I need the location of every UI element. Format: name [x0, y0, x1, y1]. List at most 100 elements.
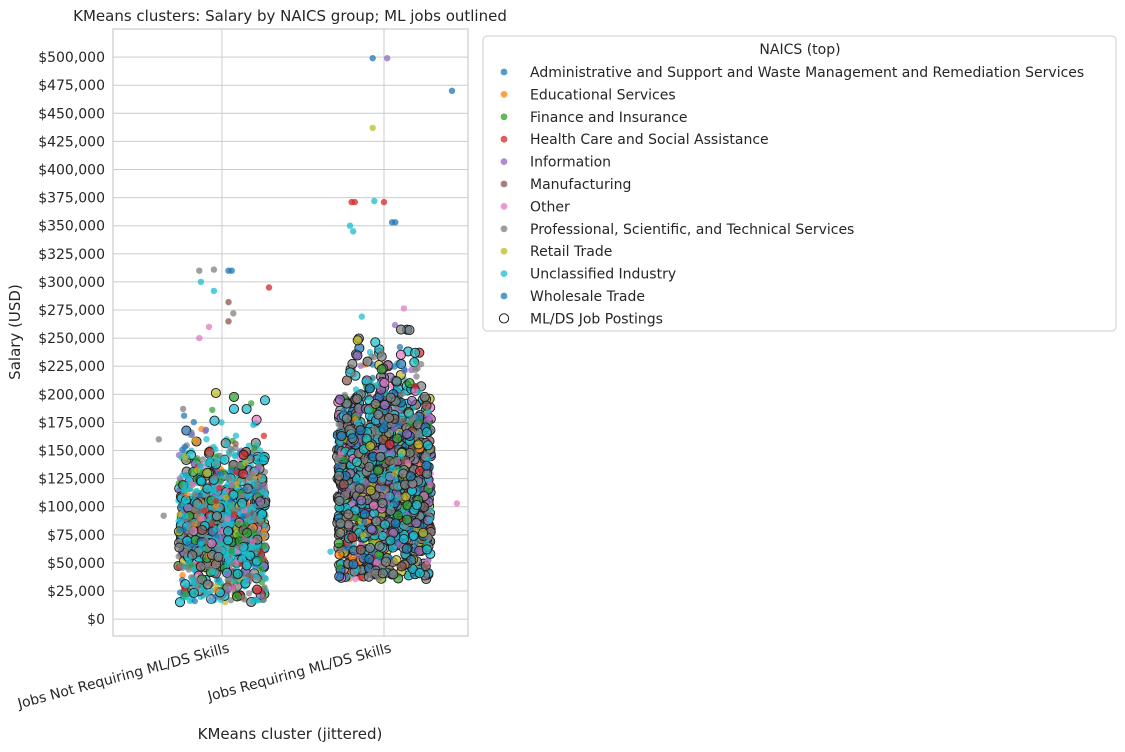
job-point: [241, 535, 248, 542]
job-point: [249, 538, 256, 545]
ml-job-point: [405, 471, 416, 482]
ml-job-point: [421, 544, 432, 555]
job-point: [177, 562, 185, 569]
ml-job-point: [419, 391, 430, 402]
legend-label: Retail Trade: [530, 244, 612, 260]
ml-job-point: [202, 467, 213, 478]
outlier-point: [257, 565, 265, 572]
ml-job-point: [334, 394, 345, 405]
job-point: [185, 566, 192, 573]
job-point: [240, 513, 247, 520]
job-point: [182, 512, 189, 519]
legend-frame: [482, 35, 1117, 332]
ml-job-point: [421, 460, 432, 471]
job-point: [216, 545, 223, 553]
legend-label: Information: [530, 155, 611, 171]
legend-label: Wholesale Trade: [530, 289, 645, 305]
ml-job-point: [413, 439, 424, 450]
ml-job-point: [380, 556, 392, 567]
ml-job-point: [187, 550, 198, 561]
job-point: [193, 456, 200, 463]
job-point: [251, 528, 258, 536]
ml-job-point: [403, 408, 414, 419]
outlier-point: [369, 55, 376, 62]
ml-job-point: [228, 403, 240, 414]
job-point: [208, 519, 215, 526]
ml-job-point: [388, 569, 399, 580]
job-point: [235, 461, 242, 469]
job-point: [197, 541, 204, 548]
job-point: [259, 488, 267, 495]
ml-job-point: [228, 391, 240, 402]
job-point: [224, 515, 231, 522]
job-point: [379, 485, 387, 492]
job-point: [337, 439, 344, 446]
job-point: [199, 515, 206, 522]
ml-job-point: [391, 376, 402, 387]
job-point: [423, 450, 431, 458]
job-point: [360, 532, 367, 539]
ml-job-point: [365, 485, 376, 496]
job-point: [260, 543, 267, 550]
job-point: [224, 510, 232, 517]
job-point: [354, 419, 361, 426]
ml-job-point: [374, 541, 385, 552]
y-tick-label: $400,000: [38, 163, 105, 179]
job-point: [179, 572, 186, 579]
job-point: [176, 511, 183, 518]
data-points: [155, 55, 461, 608]
ml-job-point: [384, 412, 395, 424]
job-point: [258, 501, 265, 508]
job-point: [204, 590, 211, 598]
y-tick-label: $325,000: [38, 247, 105, 263]
ml-job-point: [209, 415, 220, 426]
job-point: [218, 419, 225, 426]
ml-job-point: [422, 440, 433, 451]
y-tick-label: $125,000: [38, 472, 105, 488]
outlier-point: [249, 598, 256, 605]
job-point: [348, 427, 355, 434]
ml-job-point: [348, 559, 359, 570]
ml-job-point: [364, 554, 375, 565]
job-point: [402, 523, 409, 530]
ml-job-point: [395, 349, 406, 360]
y-tick-label: $275,000: [38, 303, 105, 319]
job-point: [260, 432, 268, 439]
job-point: [374, 381, 381, 389]
ml-job-point: [174, 597, 186, 608]
ml-job-point: [364, 383, 375, 394]
ml-job-point: [392, 433, 403, 444]
outlier-point: [210, 287, 218, 295]
ml-job-point: [421, 400, 432, 411]
job-point: [229, 585, 236, 592]
outlier-point: [327, 548, 334, 555]
job-point: [188, 431, 196, 438]
legend-marker-outline: [498, 313, 510, 324]
job-point: [362, 378, 369, 385]
ml-job-point: [375, 451, 386, 462]
job-point: [396, 343, 404, 351]
ml-job-point: [352, 335, 363, 346]
job-point: [241, 485, 248, 493]
ml-job-point: [238, 449, 249, 460]
job-point: [213, 532, 220, 539]
job-point: [417, 360, 425, 368]
ml-job-point: [385, 392, 396, 403]
y-tick-labels: $0 $25,000 $50,000 $75,000 $100,000 $125,000 $…: [38, 50, 105, 628]
ml-job-point: [354, 483, 365, 494]
job-point: [336, 563, 343, 570]
ml-job-point: [343, 509, 354, 520]
ml-job-point: [334, 571, 345, 582]
job-point: [391, 458, 398, 465]
job-point: [240, 546, 247, 554]
job-point: [358, 313, 365, 320]
job-point: [415, 486, 423, 493]
job-point: [235, 531, 242, 538]
job-point: [249, 544, 257, 551]
job-point: [374, 431, 381, 438]
job-point: [182, 486, 189, 494]
y-tick-label: $500,000: [38, 50, 105, 66]
job-point: [404, 459, 412, 467]
job-point: [223, 553, 231, 560]
